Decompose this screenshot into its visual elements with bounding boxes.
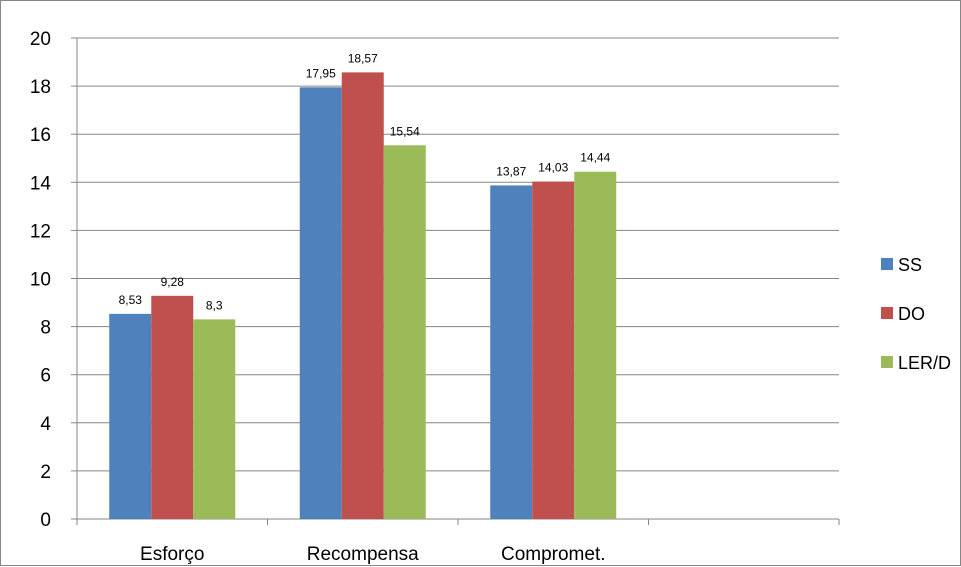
y-tick-label: 18 bbox=[30, 77, 51, 98]
data-label: 18,57 bbox=[348, 51, 378, 65]
data-label: 14,44 bbox=[580, 151, 610, 165]
x-category-label: Esforço bbox=[140, 544, 204, 565]
data-label: 9,28 bbox=[161, 275, 185, 289]
y-tick-label: 2 bbox=[40, 462, 51, 483]
data-label: 8,3 bbox=[206, 298, 223, 312]
legend-label: LER/D bbox=[898, 353, 951, 373]
y-tick-label: 12 bbox=[30, 221, 51, 242]
axes bbox=[71, 37, 840, 525]
legend-swatch bbox=[881, 258, 893, 270]
data-label: 15,54 bbox=[390, 124, 420, 138]
y-tick-label: 6 bbox=[40, 366, 51, 387]
x-category-label: Recompensa bbox=[307, 544, 419, 565]
bar-ler-d-0 bbox=[193, 319, 236, 519]
y-tick-label: 8 bbox=[40, 318, 51, 339]
y-tick-label: 20 bbox=[30, 29, 51, 50]
y-axis-tick-labels: 0 2 4 6 8 10 12 14 16 18 20 bbox=[30, 29, 52, 531]
legend-swatch bbox=[881, 307, 893, 319]
bar-ler-d-1 bbox=[383, 145, 426, 519]
x-category-label: Compromet. bbox=[501, 544, 606, 565]
data-label: 8,53 bbox=[119, 293, 143, 307]
legend-swatch bbox=[881, 356, 893, 368]
legend-label: SS bbox=[898, 255, 922, 275]
y-tick-label: 10 bbox=[30, 270, 51, 291]
legend-label: DO bbox=[898, 304, 925, 324]
data-label: 13,87 bbox=[496, 164, 526, 178]
y-tick-label: 16 bbox=[30, 125, 51, 146]
data-label: 17,95 bbox=[306, 66, 336, 80]
bar-do-0 bbox=[151, 295, 194, 519]
bar-do-1 bbox=[341, 72, 384, 519]
bars bbox=[109, 72, 617, 520]
bar-ss-0 bbox=[109, 313, 152, 519]
x-axis-category-labels: Esforço Recompensa Compromet. bbox=[140, 544, 605, 565]
y-tick-label: 14 bbox=[30, 173, 52, 194]
y-tick-label: 0 bbox=[40, 510, 51, 531]
bar-ss-1 bbox=[299, 87, 342, 520]
y-tick-label: 4 bbox=[40, 414, 51, 435]
bar-ss-2 bbox=[490, 185, 533, 519]
legend: SS DO LER/D bbox=[881, 255, 951, 373]
bar-ler-d-2 bbox=[574, 171, 617, 519]
data-labels: 8,53 9,28 8,3 17,95 18,57 15,54 13,87 14,03 14,4… bbox=[119, 51, 611, 312]
bar-do-2 bbox=[532, 181, 575, 520]
data-label: 14,03 bbox=[538, 161, 568, 175]
